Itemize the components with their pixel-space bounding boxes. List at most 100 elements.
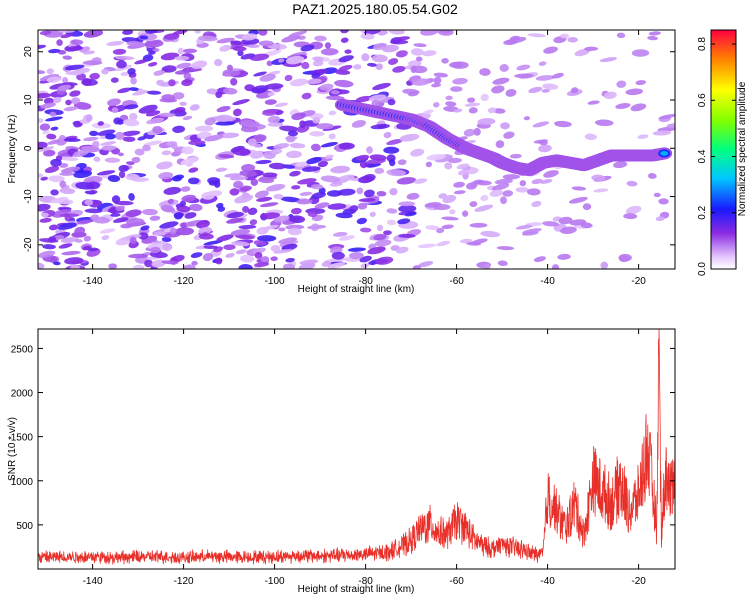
spectrogram-cell (357, 202, 368, 210)
spectrogram-cell (61, 250, 81, 256)
spectrogram-cell (348, 205, 359, 213)
x-tick-label: -20 (631, 576, 646, 587)
x-tick-label: -140 (83, 576, 103, 587)
spectrogram-cell (240, 120, 260, 128)
spectrogram-cell (255, 159, 272, 165)
spectrogram-cell (216, 202, 224, 209)
spectrogram-cell (441, 58, 449, 64)
spectrogram-cell (203, 240, 223, 246)
colorbar-tick-label: 0.2 (697, 205, 708, 219)
spectrogram-cell (301, 61, 310, 70)
spectrogram-cell (161, 237, 172, 243)
spectrogram-cell (531, 178, 543, 185)
spectrogram-cell (375, 256, 394, 265)
spectrogram-cell (222, 70, 241, 77)
spectrogram-cell (306, 157, 322, 165)
spectrogram-cell (234, 234, 255, 240)
spectrogram-cell (74, 226, 86, 235)
spectrogram-cell (59, 172, 75, 176)
spectrogram-cell (311, 72, 321, 79)
spectrogram-cell (410, 65, 418, 74)
spectrogram-cell (84, 208, 103, 214)
spectrogram-cell (39, 123, 51, 131)
spectrogram-cell (599, 57, 617, 63)
spectrogram-cell (84, 199, 94, 206)
spectrogram-cell (570, 87, 579, 94)
spectrogram-cell (149, 246, 161, 254)
spectrogram-cell (459, 238, 473, 244)
spectrogram-cell (73, 121, 83, 128)
spectrogram-cell (161, 150, 172, 156)
spectrogram-cell (542, 221, 560, 227)
spectrogram-cell (535, 75, 555, 81)
spectrogram-cell (328, 110, 337, 116)
spectrogram-cell (445, 101, 457, 107)
spectrogram-cell (109, 206, 118, 214)
spectrogram-cell (375, 63, 383, 70)
spectrogram-cell (57, 30, 76, 33)
spectrogram-cell (574, 48, 591, 57)
spectrogram-cell (120, 71, 130, 77)
spectrogram-cell (234, 194, 254, 204)
spectrogram-cell (422, 50, 437, 57)
spectrogram-cell (453, 190, 466, 195)
spectrogram-cell (359, 227, 372, 233)
spectrogram-cell (278, 58, 285, 63)
spectrogram-cell (48, 224, 59, 231)
spectrogram-cell (473, 179, 485, 185)
spectrogram-cell (281, 35, 301, 43)
spectrogram-cell (202, 253, 214, 262)
x-tick-label: -60 (449, 576, 464, 587)
spectrogram-cell (189, 203, 203, 212)
spectrogram-cell (358, 198, 376, 202)
spectrogram-cell (233, 180, 244, 189)
spectrogram-cell (368, 94, 387, 102)
spectrogram-cell (232, 108, 242, 117)
spectrogram-cell (60, 237, 79, 243)
spectrogram-cell (173, 212, 184, 218)
spectrogram-cell (40, 102, 56, 109)
spectrogram-cell (226, 217, 244, 224)
spectrogram-cell (134, 59, 148, 65)
colorbar-frame (710, 29, 737, 270)
spectrogram-cell (387, 99, 396, 106)
spectrogram-cell (386, 219, 397, 226)
spectrogram-cell (188, 167, 199, 173)
spectrogram-cell (441, 224, 454, 230)
spectrogram-cell (63, 138, 81, 142)
spectrogram-cell (301, 166, 321, 172)
spectrogram-cell (219, 44, 232, 52)
spectrogram-cell (197, 35, 218, 42)
spectrogram-cell (64, 213, 71, 222)
spectrogram-cell (170, 254, 185, 263)
spectrogram-cell (468, 107, 478, 114)
spectrogram-cell (424, 202, 442, 208)
spectrogram-cell (53, 261, 61, 266)
spectrogram-cell (61, 77, 69, 84)
spectrogram-cell (527, 33, 546, 38)
spectrogram-cell (538, 144, 552, 153)
spectrogram-cell (107, 175, 121, 183)
spectrogram-cell (174, 55, 190, 61)
spectrogram-cell (148, 50, 156, 55)
spectrogram-cell (412, 265, 421, 269)
spectrogram-cell (496, 246, 515, 251)
spectrogram-cell (38, 44, 47, 50)
spectrogram-cell (65, 71, 83, 76)
spectrogram-cell (279, 125, 299, 132)
spectrogram-cell (386, 208, 398, 214)
spectrogram-cell (538, 61, 547, 66)
spectrogram-cell (104, 157, 121, 163)
spectrogram-cell (398, 233, 416, 238)
spectrogram-cell (75, 67, 91, 74)
x-tick-label: -80 (358, 276, 373, 287)
spectrogram-cell (301, 92, 312, 100)
spectrogram-cell (289, 78, 309, 87)
spectrogram-cell (296, 198, 313, 205)
spectrogram-cell (232, 147, 251, 156)
spectrogram-cell (226, 211, 244, 219)
spectrogram-cell (198, 227, 213, 235)
spectrogram-cell (48, 175, 65, 183)
spectrogram-cell (100, 141, 116, 146)
spectrogram-cell (289, 215, 306, 223)
